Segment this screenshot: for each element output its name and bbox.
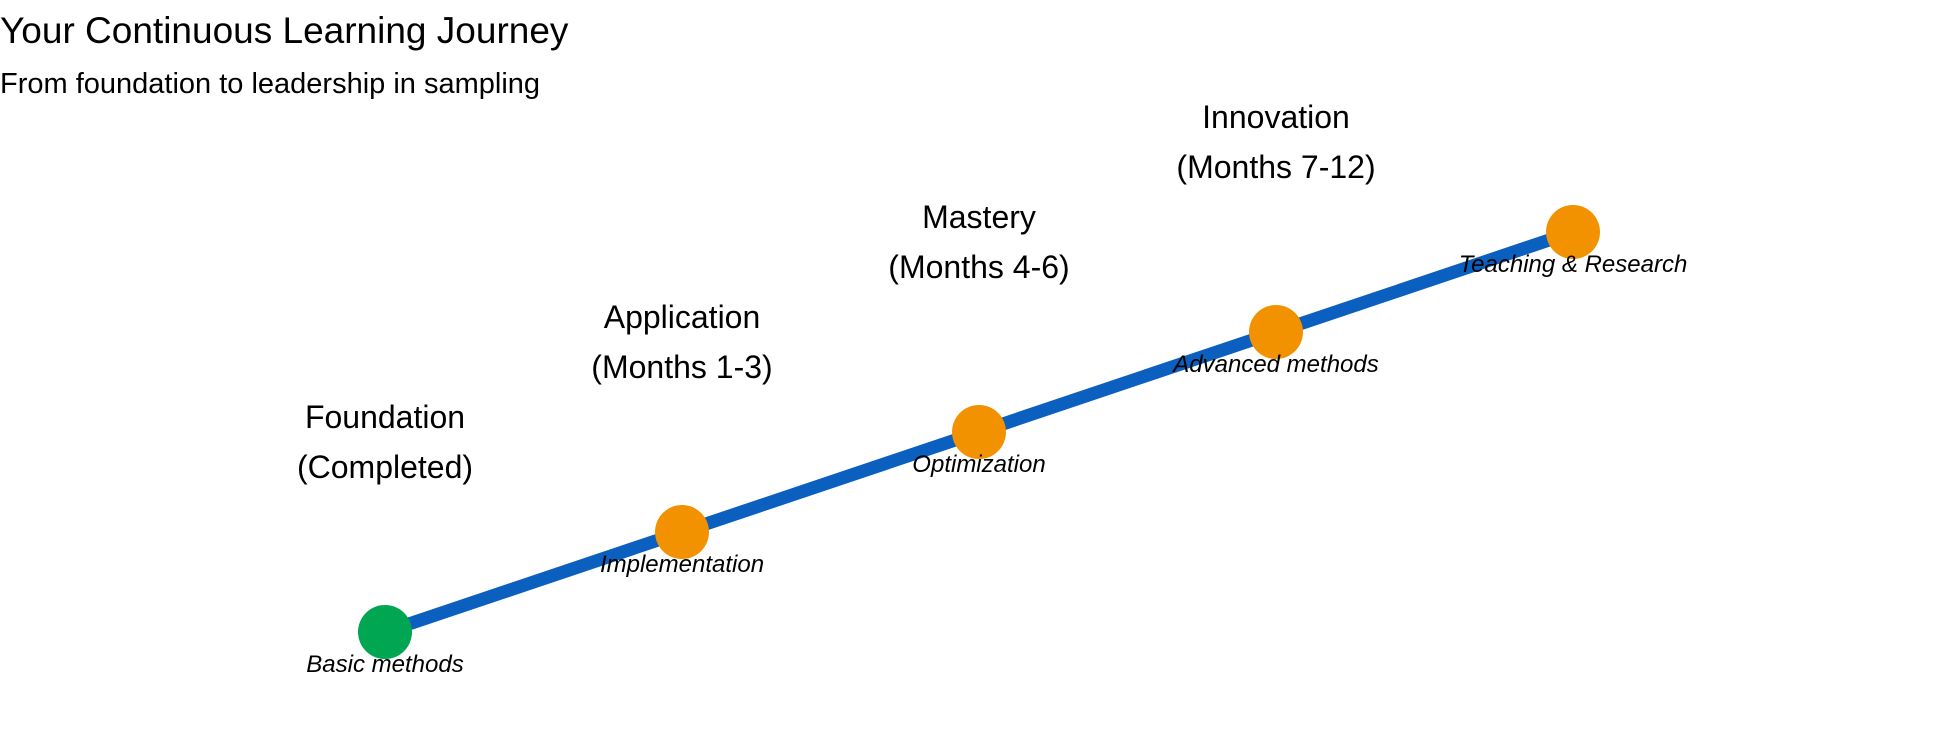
stage-focus-mastery: Optimization <box>912 451 1045 478</box>
milestone-dot-foundation <box>358 605 412 659</box>
stage-name-mastery: Mastery <box>922 199 1036 235</box>
milestone-dot-teaching-research <box>1546 205 1600 259</box>
stage-period-foundation: (Completed) <box>297 449 473 485</box>
stage-name-application: Application <box>604 299 761 335</box>
stage-period-application: (Months 1-3) <box>591 349 772 385</box>
stage-focus-application: Implementation <box>600 551 764 578</box>
milestone-dot-innovation <box>1249 305 1303 359</box>
page-subtitle: From foundation to leadership in samplin… <box>0 68 541 100</box>
page-title: Your Continuous Learning Journey <box>0 10 569 51</box>
stage-period-mastery: (Months 4-6) <box>888 249 1069 285</box>
stage-name-innovation: Innovation <box>1202 99 1350 135</box>
stage-period-innovation: (Months 7-12) <box>1176 149 1375 185</box>
milestone-dot-application <box>655 505 709 559</box>
stage-name-foundation: Foundation <box>305 399 465 435</box>
stage-focus-foundation: Basic methods <box>306 651 463 678</box>
milestone-dot-mastery <box>952 405 1006 459</box>
stage-focus-teaching-research: Teaching & Research <box>1459 251 1688 278</box>
milestones: Foundation (Completed) Basic methods Applic… <box>297 99 1687 678</box>
stage-focus-innovation: Advanced methods <box>1171 351 1378 378</box>
